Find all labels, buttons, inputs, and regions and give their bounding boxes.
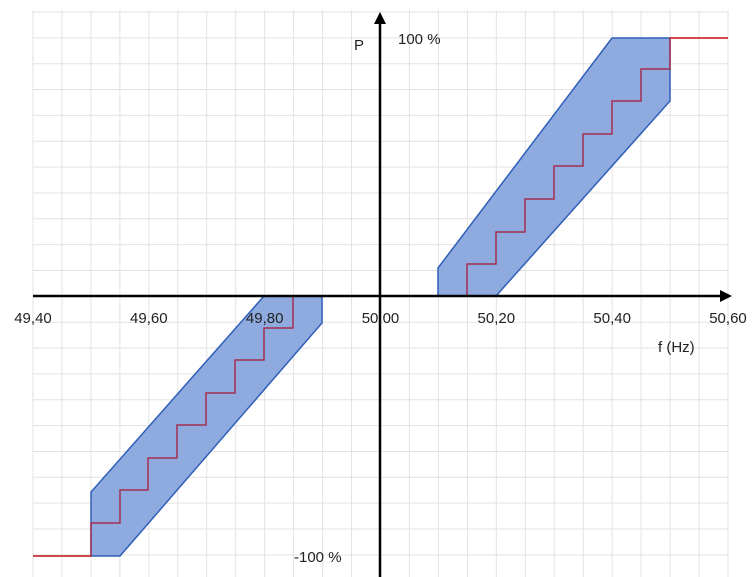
x-label: f (Hz): [658, 339, 695, 356]
x-ticks: 49,40 49,60 49,80 50,00 50,20 50,40 50,60: [14, 310, 747, 327]
x-tick-label: 50,40: [593, 310, 631, 327]
negative-staircase: [33, 295, 322, 557]
y-top-label: 100 %: [398, 31, 441, 48]
x-tick-label: 49,60: [130, 310, 168, 327]
x-axis-arrow: [720, 290, 732, 302]
x-tick-label: 49,40: [14, 310, 52, 327]
x-tick-label: 50,20: [478, 310, 516, 327]
x-tick-label: 50,00: [362, 310, 400, 327]
y-bottom-label: -100 %: [294, 549, 342, 566]
positive-staircase: [466, 37, 728, 296]
y-label: P: [354, 37, 364, 54]
x-tick-label: 49,80: [246, 310, 284, 327]
y-axis-arrow: [374, 12, 386, 24]
x-tick-label: 50,60: [709, 310, 747, 327]
